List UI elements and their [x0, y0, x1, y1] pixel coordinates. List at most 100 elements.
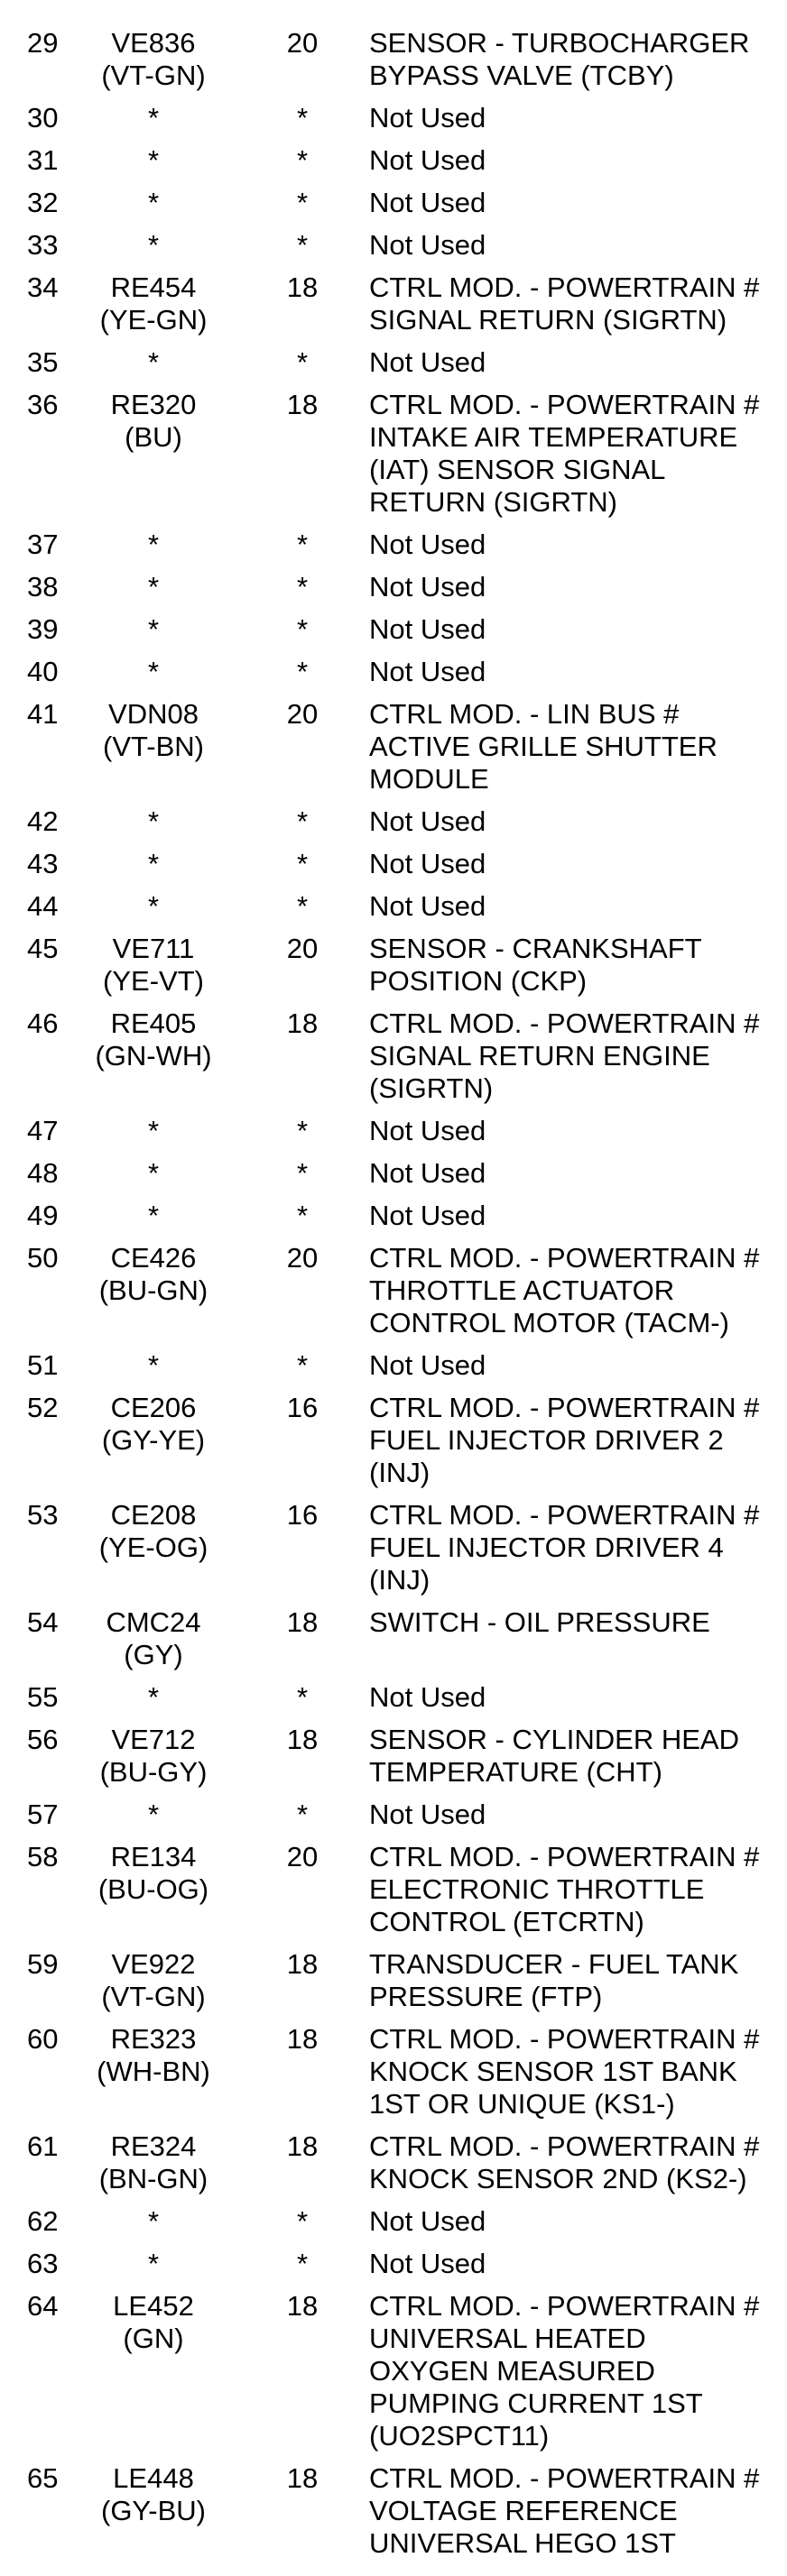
wire-gauge: 18	[286, 2130, 319, 2162]
circuit-description: Not Used	[369, 1157, 486, 1189]
wire-gauge: *	[296, 848, 309, 879]
pin-number: 50	[27, 1242, 59, 1274]
table-row: 64 LE452 (GN) 18 CTRL MOD. - POWERTRAIN # U…	[0, 2290, 787, 2462]
circuit-description: Not Used	[369, 571, 486, 603]
table-row: 61 RE324 (BN-GN) 18 CTRL MOD. - POWERTRAIN …	[0, 2130, 787, 2205]
wire-gauge: *	[296, 346, 309, 378]
circuit-description: Not Used	[369, 229, 486, 261]
wire-gauge: 20	[286, 27, 319, 59]
table-row: 30 * * Not Used	[0, 102, 787, 144]
circuit-wire: CE208 (YE-OG)	[98, 1499, 208, 1563]
circuit-wire: VE922 (VT-GN)	[101, 1948, 206, 2012]
circuit-description: Not Used	[369, 1681, 486, 1713]
pin-number: 45	[27, 933, 59, 964]
circuit-description: Not Used	[369, 890, 486, 922]
circuit-wire: *	[147, 144, 160, 176]
pin-number: 62	[27, 2205, 59, 2237]
pin-number: 33	[27, 229, 59, 261]
pin-number: 42	[27, 805, 59, 837]
wire-gauge: *	[296, 187, 309, 218]
circuit-description: Not Used	[369, 613, 486, 645]
table-row: 59 VE922 (VT-GN) 18 TRANSDUCER - FUEL TANK …	[0, 1948, 787, 2023]
pin-number: 56	[27, 1724, 59, 1755]
table-row: 54 CMC24 (GY) 18 SWITCH - OIL PRESSURE	[0, 1606, 787, 1681]
circuit-wire: *	[147, 613, 160, 645]
circuit-description: SENSOR - TURBOCHARGER BYPASS VALVE (TCBY…	[369, 27, 750, 91]
table-row: 50 CE426 (BU-GN) 20 CTRL MOD. - POWERTRAIN …	[0, 1242, 787, 1349]
circuit-description: SWITCH - OIL PRESSURE	[369, 1606, 710, 1638]
table-row: 43 * * Not Used	[0, 848, 787, 890]
connector-pinout-table: 29 VE836 (VT-GN) 20 SENSOR - TURBOCHARGER B…	[0, 27, 787, 2570]
circuit-wire: LE452 (GN)	[113, 2290, 194, 2354]
pin-number: 54	[27, 1606, 59, 1638]
pin-number: 35	[27, 346, 59, 378]
table-row: 63 * * Not Used	[0, 2248, 787, 2290]
wire-gauge: 18	[286, 1606, 319, 1638]
wire-gauge: 18	[286, 2462, 319, 2494]
circuit-wire: *	[147, 571, 160, 603]
wire-gauge: 18	[286, 271, 319, 303]
pin-number: 43	[27, 848, 59, 879]
table-row: 41 VDN08 (VT-BN) 20 CTRL MOD. - LIN BUS # A…	[0, 698, 787, 805]
circuit-description: CTRL MOD. - POWERTRAIN # FUEL INJECTOR D…	[369, 1392, 760, 1488]
table-row: 35 * * Not Used	[0, 346, 787, 389]
wire-gauge: *	[296, 805, 309, 837]
pin-number: 55	[27, 1681, 59, 1713]
table-row: 37 * * Not Used	[0, 529, 787, 571]
circuit-description: Not Used	[369, 1799, 486, 1830]
table-row: 57 * * Not Used	[0, 1799, 787, 1841]
pin-number: 57	[27, 1799, 59, 1830]
circuit-wire: RE405 (GN-WH)	[95, 1007, 212, 1072]
circuit-description: Not Used	[369, 2248, 486, 2279]
pin-number: 47	[27, 1115, 59, 1146]
pin-number: 58	[27, 1841, 59, 1872]
wire-gauge: 20	[286, 933, 319, 964]
circuit-description: Not Used	[369, 144, 486, 176]
circuit-description: Not Used	[369, 805, 486, 837]
table-row: 55 * * Not Used	[0, 1681, 787, 1724]
circuit-description: Not Used	[369, 1349, 486, 1381]
circuit-description: CTRL MOD. - POWERTRAIN # SIGNAL RETURN E…	[369, 1007, 760, 1104]
wire-gauge: *	[296, 102, 309, 133]
circuit-description: CTRL MOD. - POWERTRAIN # SIGNAL RETURN (…	[369, 271, 760, 336]
circuit-wire: VE711 (YE-VT)	[103, 933, 204, 997]
circuit-description: Not Used	[369, 187, 486, 218]
circuit-description: Not Used	[369, 656, 486, 687]
wire-gauge: 16	[286, 1392, 319, 1423]
pin-number: 48	[27, 1157, 59, 1189]
wire-gauge: *	[296, 1681, 309, 1713]
circuit-wire: *	[147, 2205, 160, 2237]
circuit-wire: *	[147, 1681, 160, 1713]
pin-number: 63	[27, 2248, 59, 2279]
circuit-description: CTRL MOD. - POWERTRAIN # UNIVERSAL HEATE…	[369, 2290, 760, 2452]
circuit-description: CTRL MOD. - POWERTRAIN # THROTTLE ACTUAT…	[369, 1242, 760, 1339]
wire-gauge: 18	[286, 1724, 319, 1755]
wire-gauge: *	[296, 2248, 309, 2279]
wire-gauge: 18	[286, 389, 319, 420]
table-row: 47 * * Not Used	[0, 1115, 787, 1157]
circuit-wire: LE448 (GY-BU)	[101, 2462, 206, 2526]
table-row: 39 * * Not Used	[0, 613, 787, 656]
wire-gauge: *	[296, 1115, 309, 1146]
wire-gauge: *	[296, 2205, 309, 2237]
pin-number: 39	[27, 613, 59, 645]
table-row: 40 * * Not Used	[0, 656, 787, 698]
pin-number: 52	[27, 1392, 59, 1423]
pin-number: 61	[27, 2130, 59, 2162]
wire-gauge: *	[296, 656, 309, 687]
table-row: 46 RE405 (GN-WH) 18 CTRL MOD. - POWERTRAIN …	[0, 1007, 787, 1115]
wire-gauge: *	[296, 890, 309, 922]
wire-gauge: *	[296, 1157, 309, 1189]
table-row: 29 VE836 (VT-GN) 20 SENSOR - TURBOCHARGER B…	[0, 27, 787, 102]
table-row: 45 VE711 (YE-VT) 20 SENSOR - CRANKSHAFT POS…	[0, 933, 787, 1007]
wire-gauge: *	[296, 1349, 309, 1381]
wire-gauge: *	[296, 1799, 309, 1830]
table-row: 42 * * Not Used	[0, 805, 787, 848]
pin-number: 53	[27, 1499, 59, 1531]
circuit-wire: CMC24 (GY)	[106, 1606, 201, 1670]
pin-number: 37	[27, 529, 59, 560]
wire-gauge: 16	[286, 1499, 319, 1531]
circuit-wire: *	[147, 1349, 160, 1381]
table-row: 36 RE320 (BU) 18 CTRL MOD. - POWERTRAIN # I…	[0, 389, 787, 529]
pin-number: 32	[27, 187, 59, 218]
